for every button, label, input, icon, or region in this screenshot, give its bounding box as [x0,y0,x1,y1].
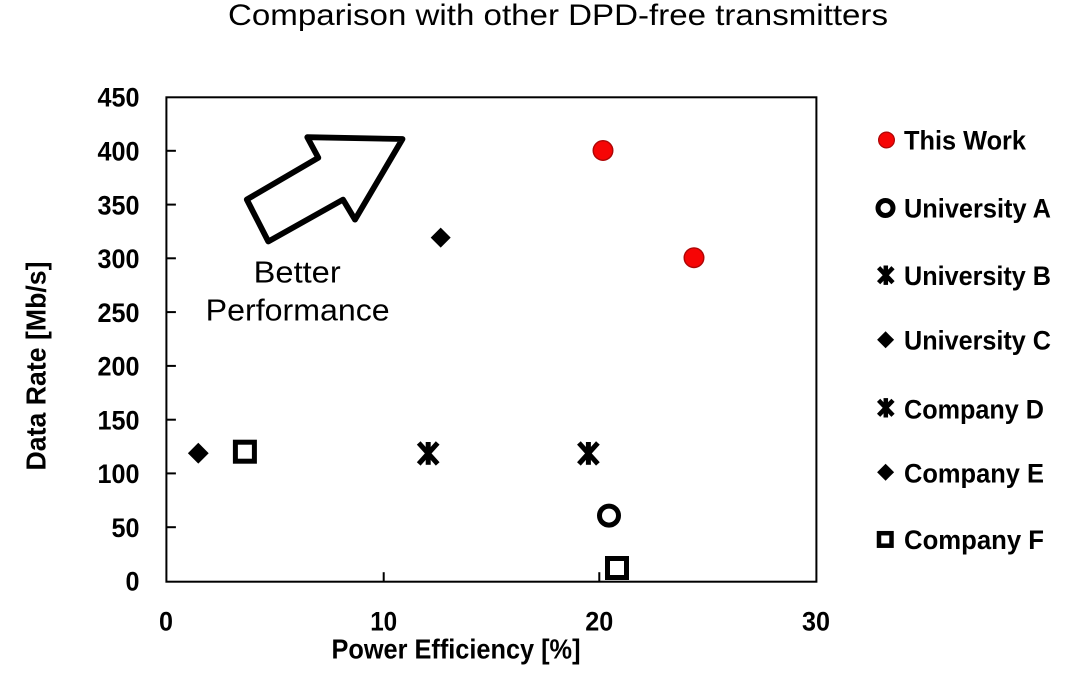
svg-text:University C: University C [904,326,1051,356]
svg-text:This Work: This Work [904,126,1027,156]
svg-text:0: 0 [159,606,173,636]
svg-text:Comparison with other DPD-free: Comparison with other DPD-free transmitt… [228,0,888,32]
svg-text:Company D: Company D [904,395,1044,425]
svg-text:450: 450 [98,83,140,113]
svg-text:Company E: Company E [904,459,1044,489]
svg-text:200: 200 [98,352,140,382]
svg-text:Better: Better [254,254,341,289]
svg-text:50: 50 [112,513,140,543]
svg-text:100: 100 [98,459,140,489]
svg-text:10: 10 [370,606,397,636]
svg-text:University A: University A [904,194,1051,224]
svg-text:400: 400 [98,137,140,167]
svg-text:Company F: Company F [904,525,1044,555]
svg-text:Performance: Performance [206,293,390,328]
svg-text:300: 300 [98,244,140,274]
svg-text:150: 150 [98,405,140,435]
svg-text:30: 30 [802,606,830,636]
svg-text:350: 350 [98,190,140,220]
svg-text:University B: University B [904,261,1051,291]
svg-text:20: 20 [585,606,613,636]
svg-text:250: 250 [98,298,140,328]
svg-text:Data Rate [Mb/s]: Data Rate [Mb/s] [21,262,52,471]
svg-text:0: 0 [126,567,140,597]
svg-text:Power Efficiency [%]: Power Efficiency [%] [332,634,581,665]
